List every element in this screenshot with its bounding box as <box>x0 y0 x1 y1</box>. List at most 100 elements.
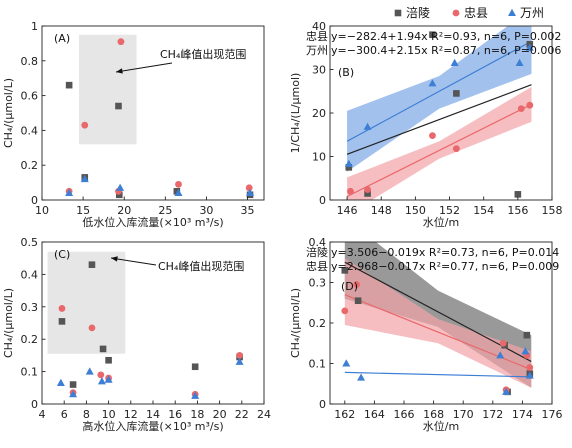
x-tick-label: 12 <box>124 408 138 421</box>
fit-line-fuling <box>344 261 532 363</box>
x-axis-label: 高水位入库流量(×10³ m³/s) <box>82 419 223 433</box>
y-tick-label: 1 <box>31 20 38 33</box>
data-point-zhongxian <box>429 132 436 140</box>
equation-station-label: 忠县 <box>306 30 328 43</box>
panel-label: (A) <box>54 32 70 45</box>
y-tick-label: 30 <box>312 64 326 77</box>
data-point-wanzhou <box>174 188 183 197</box>
fit-line-zhongxian <box>346 103 532 198</box>
y-tick-label: 0 <box>319 398 326 411</box>
legend-label-wanzhou: 万州 <box>520 6 544 20</box>
confidence-band-wanzhou <box>347 26 532 172</box>
x-tick-label: 35 <box>241 204 255 217</box>
confidence-band-zhongxian <box>347 86 532 200</box>
legend-marker-wanzhou <box>508 8 516 16</box>
panel-b: 146 148 150 152 154 156 158 0 10 20 30 40 水位/m 1/CH₄/… <box>289 20 563 229</box>
peak-range-annotation: CH₄峰值出现范围 <box>160 47 246 61</box>
y-tick-label: 10 <box>312 151 326 164</box>
x-tick-label: 176 <box>542 408 563 421</box>
peak-range-annotation: CH₄峰值出现范围 <box>158 259 244 273</box>
data-point-wanzhou <box>235 357 244 365</box>
data-point-wanzhou <box>525 371 534 379</box>
x-tick-label: 10 <box>35 204 49 217</box>
y-axis-label: 1/CH₄/(L/μmol) <box>289 73 302 154</box>
fit-line-fuling <box>346 84 532 155</box>
annotation-arrow-head <box>116 68 123 74</box>
legend-marker-fuling <box>394 9 402 17</box>
x-tick-label: 15 <box>76 204 90 217</box>
x-tick-label: 164 <box>364 408 385 421</box>
x-tick-label: 30 <box>199 204 213 217</box>
x-tick-label: 162 <box>334 408 355 421</box>
data-point-zhongxian <box>517 105 525 113</box>
data-point-wanzhou <box>496 351 505 359</box>
x-tick-label: 10 <box>102 408 116 421</box>
legend-marker-zhongxian <box>452 9 460 17</box>
x-tick-label: 148 <box>371 204 392 217</box>
panel-label: (C) <box>54 248 70 261</box>
plot-area <box>65 34 255 199</box>
y-tick-label: 0.1 <box>21 366 39 379</box>
data-point-zhongxian <box>81 121 89 129</box>
y-tick-label: 0.3 <box>309 277 327 290</box>
y-tick-label: 0.2 <box>309 317 327 330</box>
data-point-fuling <box>354 297 362 305</box>
annotation-arrow-line <box>115 62 173 73</box>
peak-range-box <box>79 34 137 145</box>
data-point-fuling <box>115 102 122 110</box>
panel-d: 162 164 166 168 170 172 174 176 0 0.1 0.2 0.3 0.4 水位/… <box>289 236 563 433</box>
fit-line-wanzhou <box>346 40 532 142</box>
x-tick-label: 22 <box>235 408 249 421</box>
data-point-fuling <box>429 31 436 38</box>
x-tick-label: 25 <box>158 204 172 217</box>
data-point-wanzhou <box>191 391 200 399</box>
x-tick-label: 20 <box>117 204 131 217</box>
data-point-fuling <box>88 261 96 268</box>
y-tick-label: 0.2 <box>21 159 39 172</box>
data-point-wanzhou <box>56 378 65 386</box>
data-point-wanzhou <box>502 387 511 395</box>
data-point-fuling <box>58 318 66 325</box>
x-tick-label: 18 <box>190 408 204 421</box>
data-point-fuling <box>514 191 522 198</box>
y-tick-label: 0 <box>31 398 38 411</box>
y-tick-label: 0.3 <box>21 301 39 314</box>
annotation-arrow-head <box>111 256 118 262</box>
data-point-fuling <box>453 90 460 97</box>
data-point-wanzhou <box>525 43 534 51</box>
data-point-fuling <box>65 81 73 89</box>
x-tick-label: 154 <box>473 204 494 217</box>
regression-equation: y=3.506−0.019x R²=0.73, n=6, P=0.014 <box>331 246 559 259</box>
data-point-zhongxian <box>236 352 243 359</box>
data-point-wanzhou <box>521 347 530 355</box>
data-point-wanzhou <box>450 58 459 66</box>
data-point-fuling <box>523 331 531 339</box>
data-point-wanzhou <box>246 188 255 197</box>
plot-frame <box>41 25 265 201</box>
legend-label-fuling: 涪陵 <box>406 5 430 20</box>
x-tick-label: 158 <box>542 204 563 217</box>
y-tick-label: 0 <box>31 194 38 207</box>
x-axis-label: 低水位入库流量(×10³ m³/s) <box>82 215 223 229</box>
panel-a: 10 15 20 25 30 35 0 0.2 0.4 0.6 0.8 1 低水位入库流量(×10³ m… <box>2 20 265 229</box>
data-point-fuling <box>105 356 112 364</box>
data-point-fuling <box>99 345 107 353</box>
y-tick-label: 0.1 <box>309 358 327 371</box>
data-point-wanzhou <box>344 159 353 167</box>
data-point-wanzhou <box>363 122 372 130</box>
x-tick-label: 6 <box>61 408 68 421</box>
data-point-fuling <box>341 267 349 274</box>
data-point-wanzhou <box>428 79 437 87</box>
regression-equation: y=−300.4+2.15x R²=0.87, n=6, P=0.006 <box>331 44 561 57</box>
data-point-wanzhou <box>104 375 113 383</box>
y-tick-label: 0.8 <box>21 55 39 68</box>
data-point-fuling <box>173 188 181 195</box>
x-tick-label: 166 <box>394 408 415 421</box>
plot-area <box>47 251 244 399</box>
data-point-fuling <box>69 381 77 388</box>
x-axis-label: 水位/m <box>423 215 459 229</box>
x-tick-label: 14 <box>146 408 160 421</box>
plot-area <box>341 242 534 396</box>
data-point-wanzhou <box>116 183 125 191</box>
